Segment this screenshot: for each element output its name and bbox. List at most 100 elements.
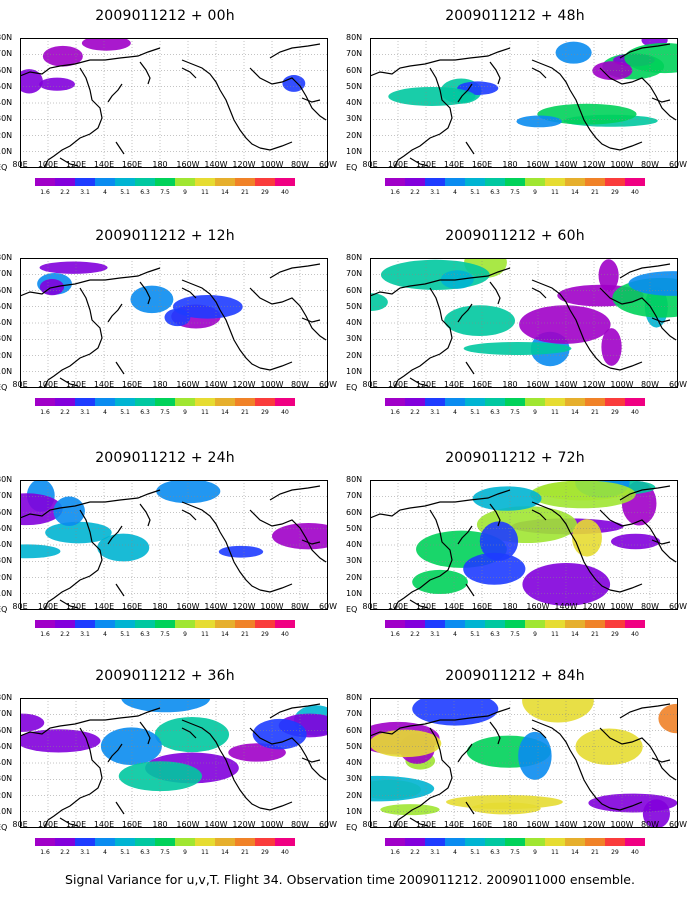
- longitude-tick-label: 80E: [12, 380, 28, 389]
- colorbar-swatch: [625, 178, 645, 186]
- longitude-tick-label: 160W: [526, 820, 550, 829]
- latitude-tick-label: 40N: [0, 318, 13, 327]
- coastline: [181, 727, 197, 739]
- longitude-tick-label: 120W: [232, 160, 256, 169]
- colorbar-swatch: [75, 398, 95, 406]
- coastline: [139, 721, 151, 745]
- colorbar-level-label: 29: [611, 631, 619, 638]
- longitude-tick-label: 100E: [387, 160, 409, 169]
- colorbar-swatch: [115, 398, 135, 406]
- colorbar-level-label: 2.2: [60, 409, 70, 416]
- longitude-tick-label: 160E: [121, 820, 143, 829]
- colorbar-swatch: [485, 178, 505, 186]
- coastline: [397, 67, 453, 161]
- colorbar-level-label: 9: [533, 189, 537, 196]
- variance-contour: [522, 563, 611, 606]
- variance-contour: [601, 328, 622, 366]
- longitude-tick-label: 180: [502, 820, 518, 829]
- longitude-tick-label: 160W: [526, 380, 550, 389]
- colorbar-level-label: 7.5: [160, 409, 170, 416]
- latitude-tick-label: 30N: [346, 114, 363, 124]
- coastline: [269, 485, 321, 501]
- latitude-tick-label: EQ: [346, 163, 358, 172]
- coastline: [609, 361, 643, 371]
- coastline: [181, 501, 221, 533]
- latitude-tick-label: 20N: [346, 790, 363, 800]
- colorbar-swatch: [405, 398, 425, 406]
- longitude-tick-label: 160E: [121, 602, 143, 611]
- variance-contour: [118, 761, 203, 792]
- map-frame: [20, 480, 328, 610]
- coastline: [219, 749, 261, 809]
- variance-contour: [370, 775, 435, 802]
- variance-contour: [81, 38, 131, 51]
- coastline: [43, 379, 49, 388]
- coastline: [651, 757, 671, 763]
- variance-contour: [598, 259, 619, 292]
- variance-contour: [20, 544, 61, 559]
- coastline: [301, 317, 321, 323]
- colorbar-swatch: [255, 398, 275, 406]
- longitude-tick-label: 140E: [443, 820, 465, 829]
- coastline: [219, 531, 261, 591]
- longitude-tick-label: 120E: [65, 160, 87, 169]
- colorbar-swatch: [545, 620, 565, 628]
- variance-contour: [130, 285, 174, 314]
- colorbar-level-label: 7.5: [510, 631, 520, 638]
- coastline: [59, 817, 79, 827]
- colorbar-level-label: 29: [611, 409, 619, 416]
- colorbar-swatch: [275, 620, 295, 628]
- coastline: [259, 141, 293, 151]
- variance-contour: [642, 799, 670, 828]
- panel-title: 2009011212 + 48h: [445, 8, 585, 24]
- latitude-tick-label: 30N: [0, 774, 13, 784]
- longitude-tick-label: 140W: [204, 380, 228, 389]
- colorbar-level-label: 14: [571, 849, 579, 856]
- map-area: [370, 480, 678, 610]
- longitude-tick-label: 160W: [176, 602, 200, 611]
- coastline: [609, 141, 643, 151]
- colorbar-level-label: 9: [183, 189, 187, 196]
- latitude-tick-label: 80N: [346, 475, 363, 484]
- latitude-tick-label: 80N: [0, 253, 13, 262]
- variance-contour: [412, 698, 499, 726]
- colorbar-swatch: [215, 178, 235, 186]
- latitude-tick-label: 20N: [0, 572, 13, 582]
- colorbar-swatch: [255, 620, 275, 628]
- variance-contour: [516, 115, 562, 128]
- variance-map: [20, 480, 328, 610]
- longitude-tick-label: 120W: [232, 380, 256, 389]
- variance-contour: [380, 259, 490, 290]
- coastline: [107, 743, 123, 763]
- longitude-tick-label: 140W: [554, 820, 578, 829]
- longitude-tick-label: 120W: [582, 602, 606, 611]
- longitude-tick-label: 160W: [526, 160, 550, 169]
- colorbar-swatch: [235, 620, 255, 628]
- colorbar-swatch: [505, 398, 525, 406]
- coastline: [531, 727, 547, 739]
- colorbar-level-label: 40: [281, 631, 289, 638]
- coastline: [651, 97, 671, 103]
- coastline: [531, 67, 547, 79]
- longitude-tick-label: 140E: [93, 602, 115, 611]
- latitude-tick-label: 10N: [0, 366, 13, 376]
- colorbar-swatch: [215, 838, 235, 846]
- colorbar-level-label: 2.2: [410, 409, 420, 416]
- panel-title: 2009011212 + 36h: [95, 668, 235, 684]
- colorbar-level-label: 11: [551, 409, 559, 416]
- colorbar-level-label: 21: [591, 409, 599, 416]
- coastline: [531, 509, 547, 521]
- colorbar-swatch: [545, 838, 565, 846]
- coastline: [269, 43, 321, 59]
- coastline: [569, 531, 611, 591]
- colorbar-level-label: 4: [103, 409, 107, 416]
- colorbar-swatch: [175, 398, 195, 406]
- coastline: [457, 525, 473, 545]
- colorbar-level-label: 4: [103, 849, 107, 856]
- colorbar-level-label: 4: [453, 189, 457, 196]
- colorbar-level-label: 40: [281, 409, 289, 416]
- colorbar-level-label: 21: [241, 631, 249, 638]
- coastline: [59, 377, 79, 387]
- variance-contour: [479, 521, 519, 561]
- latitude-tick-label: 70N: [0, 709, 13, 719]
